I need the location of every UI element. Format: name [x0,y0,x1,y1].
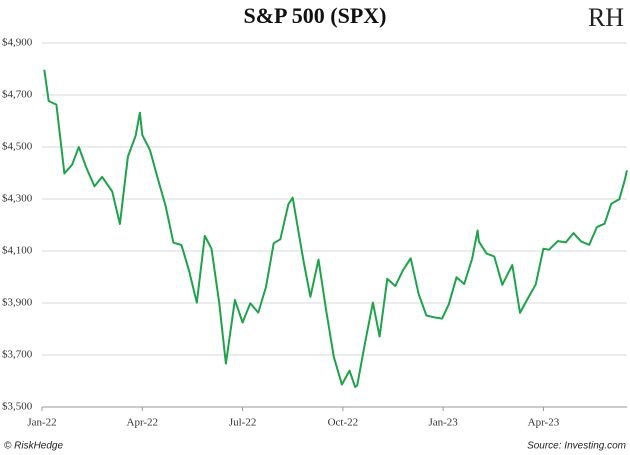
credit: © RiskHedge [4,441,63,452]
chart-title: S&P 500 (SPX) [244,3,387,28]
y-tick-label: $3,900 [2,297,33,309]
x-tick-label: Oct-22 [328,417,359,429]
y-tick-label: $4,100 [2,245,33,257]
x-tick-label: Jan-22 [27,417,56,429]
x-tick-label: Apr-23 [528,417,560,429]
y-tick-label: $4,300 [2,193,33,205]
x-tick-label: Jul-22 [229,417,257,429]
y-tick-label: $3,500 [2,401,33,413]
y-tick-label: $4,700 [2,89,33,101]
y-tick-label: $4,500 [2,141,33,153]
y-tick-label: $3,700 [2,349,33,361]
source: Source: Investing.com [527,441,626,452]
y-tick-label: $4,900 [2,37,33,49]
logo: RH [588,3,624,32]
line [43,69,628,388]
x-tick-label: Jan-23 [428,417,458,429]
x-tick-label: Apr-22 [127,417,159,429]
